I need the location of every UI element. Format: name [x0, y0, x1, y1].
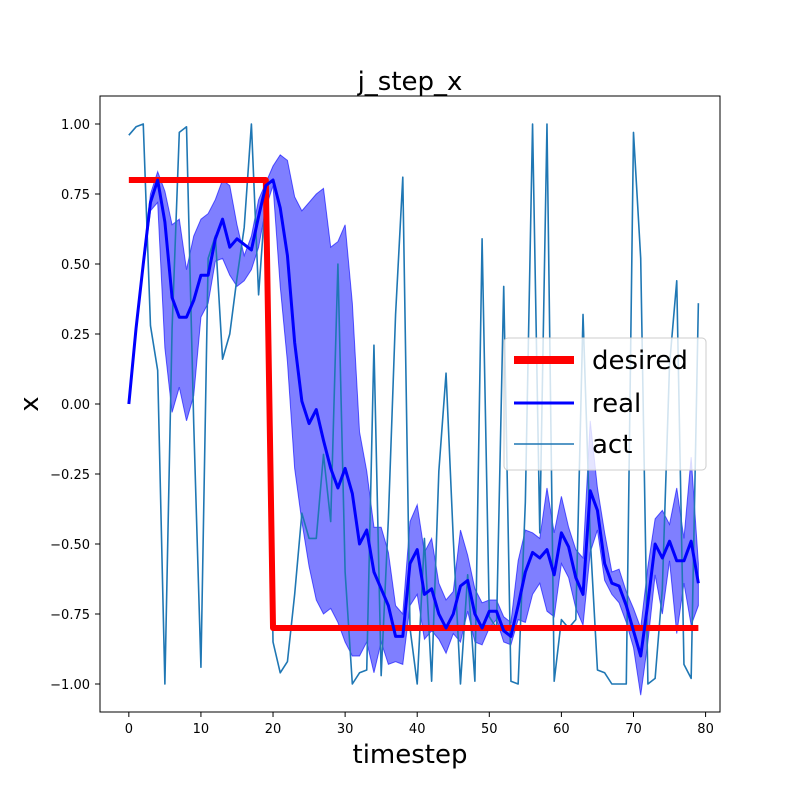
x-axis-label: timestep — [353, 740, 468, 770]
legend-act-label: act — [592, 430, 632, 460]
x-tick-label: 60 — [553, 722, 570, 737]
series-act-line — [128, 123, 700, 685]
series-real-line — [127, 178, 700, 658]
y-tick-label: −0.25 — [50, 468, 90, 483]
y-tick-label: 0.50 — [61, 258, 90, 273]
y-tick-label: −1.00 — [50, 678, 90, 693]
x-axis: 0 10 20 30 40 50 60 70 80 — [125, 712, 714, 737]
x-tick-label: 0 — [125, 722, 133, 737]
x-tick-label: 50 — [481, 722, 498, 737]
y-tick-label: 0.00 — [61, 398, 90, 413]
x-tick-label: 30 — [337, 722, 354, 737]
plot-content — [127, 123, 700, 696]
legend: desired real act — [503, 337, 707, 471]
legend-real-label: real — [592, 389, 641, 419]
x-tick-label: 80 — [697, 722, 714, 737]
x-tick-label: 10 — [193, 722, 210, 737]
y-tick-label: 1.00 — [61, 118, 90, 133]
x-tick-label: 40 — [409, 722, 426, 737]
y-tick-label: 0.75 — [61, 188, 90, 203]
y-tick-label: −0.75 — [50, 608, 90, 623]
x-tick-label: 70 — [625, 722, 642, 737]
x-tick-label: 20 — [265, 722, 282, 737]
y-axis: −1.00 −0.75 −0.50 −0.25 0.00 0.25 0.50 0.75 1.00 — [50, 118, 100, 693]
y-tick-label: 0.25 — [61, 328, 90, 343]
chart-title: j_step_x — [357, 67, 463, 97]
y-axis-label: x — [15, 396, 45, 411]
y-tick-label: −0.50 — [50, 538, 90, 553]
legend-box — [503, 337, 707, 471]
series-desired-line — [128, 177, 699, 631]
legend-desired-label: desired — [592, 346, 688, 376]
